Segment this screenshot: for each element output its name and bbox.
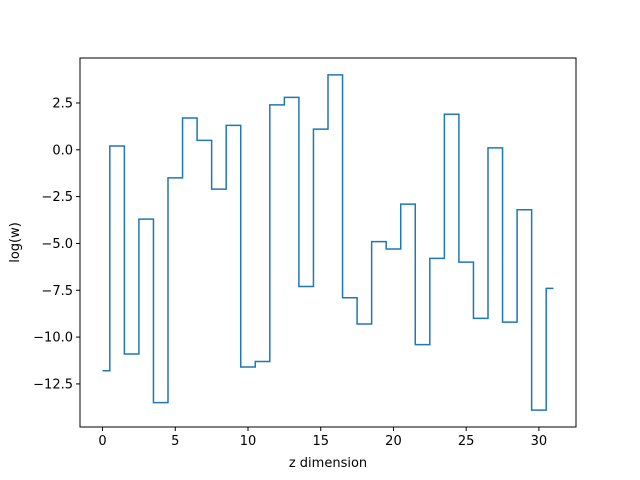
y-axis-label: log(w) xyxy=(8,222,23,263)
plot-frame xyxy=(79,57,577,428)
x-axis-label: z dimension xyxy=(289,456,367,471)
y-tick-label: −2.5 xyxy=(41,190,73,205)
x-tick-label: 25 xyxy=(458,434,475,449)
y-tick-label: −7.5 xyxy=(41,284,73,299)
x-tick-label: 20 xyxy=(385,434,402,449)
x-tick-label: 5 xyxy=(171,434,179,449)
series-line xyxy=(102,74,554,411)
y-tick-label: −5.0 xyxy=(41,237,73,252)
y-tick-label: −10.0 xyxy=(33,331,73,346)
axis-ticks: 0 5 10 15 20 25 30 −12.5 −10.0 −7.5 −5.0 −2.5 0.0 2.5 xyxy=(33,96,547,449)
x-tick-label: 30 xyxy=(531,434,548,449)
x-tick-label: 10 xyxy=(240,434,257,449)
y-tick-label: −12.5 xyxy=(33,377,73,392)
x-tick-label: 15 xyxy=(312,434,329,449)
x-tick-label: 0 xyxy=(98,434,106,449)
y-tick-label: 0.0 xyxy=(52,143,73,158)
y-tick-label: 2.5 xyxy=(52,96,73,111)
